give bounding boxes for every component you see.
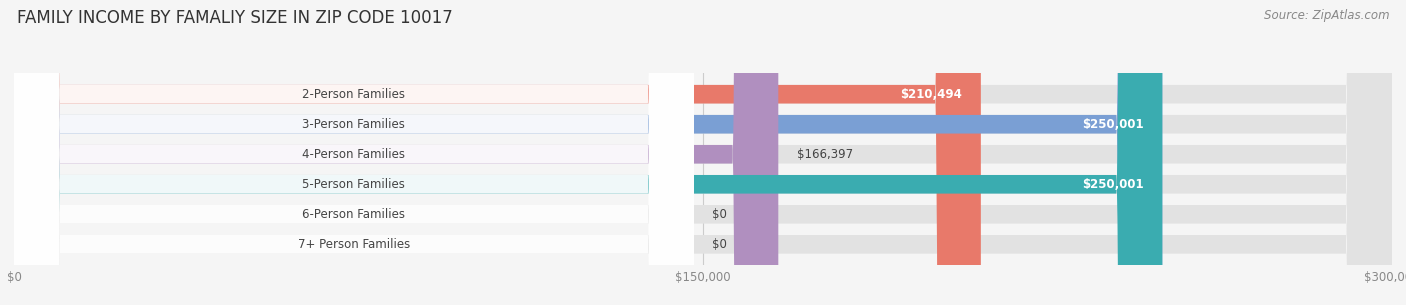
FancyBboxPatch shape — [14, 0, 1392, 305]
Text: 5-Person Families: 5-Person Families — [302, 178, 405, 191]
FancyBboxPatch shape — [14, 0, 1163, 305]
FancyBboxPatch shape — [14, 0, 693, 305]
Text: $250,001: $250,001 — [1083, 118, 1144, 131]
FancyBboxPatch shape — [14, 0, 981, 305]
FancyBboxPatch shape — [14, 0, 1392, 305]
Text: $250,001: $250,001 — [1083, 178, 1144, 191]
Text: 3-Person Families: 3-Person Families — [302, 118, 405, 131]
Text: 2-Person Families: 2-Person Families — [302, 88, 405, 101]
FancyBboxPatch shape — [14, 0, 779, 305]
Text: $0: $0 — [713, 208, 727, 221]
Text: 7+ Person Families: 7+ Person Families — [298, 238, 411, 251]
Text: FAMILY INCOME BY FAMALIY SIZE IN ZIP CODE 10017: FAMILY INCOME BY FAMALIY SIZE IN ZIP COD… — [17, 9, 453, 27]
Text: $166,397: $166,397 — [797, 148, 853, 161]
Text: 6-Person Families: 6-Person Families — [302, 208, 405, 221]
FancyBboxPatch shape — [14, 0, 1392, 305]
FancyBboxPatch shape — [14, 0, 693, 305]
FancyBboxPatch shape — [14, 0, 693, 305]
FancyBboxPatch shape — [14, 0, 1392, 305]
FancyBboxPatch shape — [14, 0, 1163, 305]
FancyBboxPatch shape — [14, 0, 1392, 305]
FancyBboxPatch shape — [14, 0, 693, 305]
FancyBboxPatch shape — [14, 0, 1392, 305]
FancyBboxPatch shape — [14, 0, 693, 305]
Text: $210,494: $210,494 — [901, 88, 963, 101]
FancyBboxPatch shape — [14, 0, 693, 305]
Text: $0: $0 — [713, 238, 727, 251]
Text: Source: ZipAtlas.com: Source: ZipAtlas.com — [1264, 9, 1389, 22]
Text: 4-Person Families: 4-Person Families — [302, 148, 405, 161]
